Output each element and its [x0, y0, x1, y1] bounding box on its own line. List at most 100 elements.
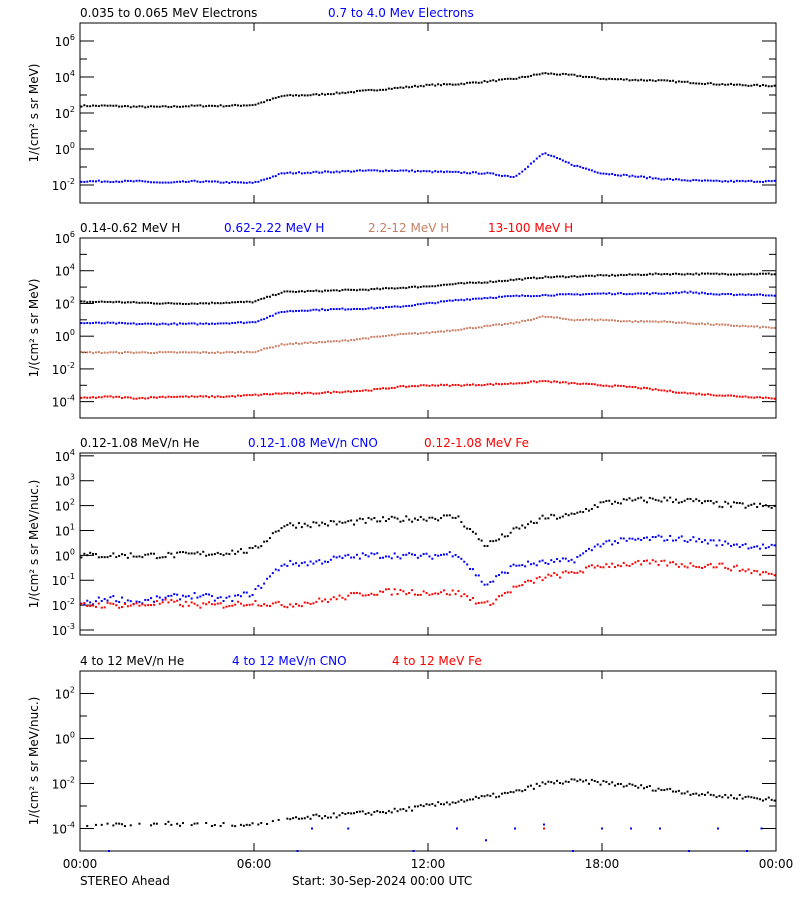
data-point: [576, 75, 579, 78]
data-point: [564, 160, 567, 163]
data-point: [150, 396, 153, 399]
data-point: [550, 72, 553, 75]
data-point: [715, 796, 718, 799]
data-point: [89, 601, 92, 604]
data-point: [561, 782, 564, 785]
data-point: [413, 385, 416, 388]
data-point: [527, 785, 530, 788]
data-point: [231, 395, 234, 398]
data-point: [712, 272, 715, 275]
data-point: [645, 559, 648, 562]
data-point: [680, 501, 683, 504]
data-point: [225, 552, 228, 555]
data-point: [216, 551, 219, 554]
data-point: [582, 275, 585, 278]
data-point: [503, 174, 506, 177]
data-point: [295, 391, 298, 394]
data-point: [503, 322, 506, 325]
data-point: [701, 567, 704, 570]
data-point: [770, 85, 773, 88]
data-point: [663, 273, 666, 276]
data-point: [202, 602, 205, 605]
data-point: [115, 395, 118, 398]
data-point: [355, 519, 358, 522]
data-point: [431, 516, 434, 519]
data-point: [219, 104, 222, 107]
data-point: [94, 180, 97, 183]
data-point: [495, 598, 498, 601]
data-point: [573, 513, 576, 516]
data-point: [695, 179, 698, 182]
data-point: [228, 322, 231, 325]
data-point: [260, 393, 263, 396]
data-point: [126, 396, 129, 399]
data-point: [242, 301, 245, 304]
data-point: [466, 298, 469, 301]
y-tick-label: 100: [55, 547, 75, 563]
data-point: [196, 596, 199, 599]
data-point: [509, 531, 512, 534]
data-point: [593, 504, 596, 507]
data-point: [498, 295, 501, 298]
data-point: [532, 276, 535, 279]
data-point: [373, 811, 376, 814]
data-point: [506, 571, 509, 574]
data-point: [448, 299, 451, 302]
data-point: [379, 288, 382, 291]
data-point: [498, 795, 501, 798]
data-point: [524, 381, 527, 384]
data-point: [680, 535, 683, 538]
data-point: [666, 292, 669, 295]
data-point: [440, 170, 443, 173]
data-point: [312, 171, 315, 174]
data-point: [570, 382, 573, 385]
data-point: [640, 496, 643, 499]
data-point: [326, 289, 329, 292]
data-point: [709, 272, 712, 275]
data-point: [161, 598, 164, 601]
data-point: [213, 553, 216, 556]
data-point: [460, 384, 463, 387]
series-0-62-2-22-mev-h: [80, 290, 776, 326]
data-point: [234, 103, 237, 106]
data-point: [210, 351, 213, 354]
data-point: [625, 498, 628, 501]
data-point: [399, 286, 402, 289]
data-point: [266, 347, 269, 350]
data-point: [86, 301, 89, 304]
data-point: [364, 288, 367, 291]
data-point: [712, 566, 715, 569]
data-point: [640, 563, 643, 566]
data-point: [440, 330, 443, 333]
data-point: [500, 383, 503, 386]
data-point: [489, 794, 492, 797]
data-point: [480, 601, 483, 604]
data-point: [364, 169, 367, 172]
data-point: [437, 284, 440, 287]
data-point: [770, 543, 773, 546]
data-point: [440, 383, 443, 386]
data-point: [701, 393, 704, 396]
data-point: [663, 389, 666, 392]
data-point: [312, 308, 315, 311]
data-point: [239, 350, 242, 353]
data-point: [179, 395, 182, 398]
data-point: [529, 563, 532, 566]
data-point: [477, 81, 480, 84]
data-point: [164, 596, 167, 599]
data-point: [715, 500, 718, 503]
data-point: [422, 805, 425, 808]
data-point: [434, 170, 437, 173]
data-point: [747, 325, 750, 328]
data-point: [147, 553, 150, 556]
data-point: [637, 497, 640, 500]
data-point: [489, 296, 492, 299]
data-point: [419, 804, 422, 807]
data-point: [506, 591, 509, 594]
data-point: [210, 322, 213, 325]
data-point: [173, 351, 176, 354]
data-point: [730, 293, 733, 296]
data-point: [585, 382, 588, 385]
data-point: [619, 291, 622, 294]
data-point: [80, 322, 83, 325]
